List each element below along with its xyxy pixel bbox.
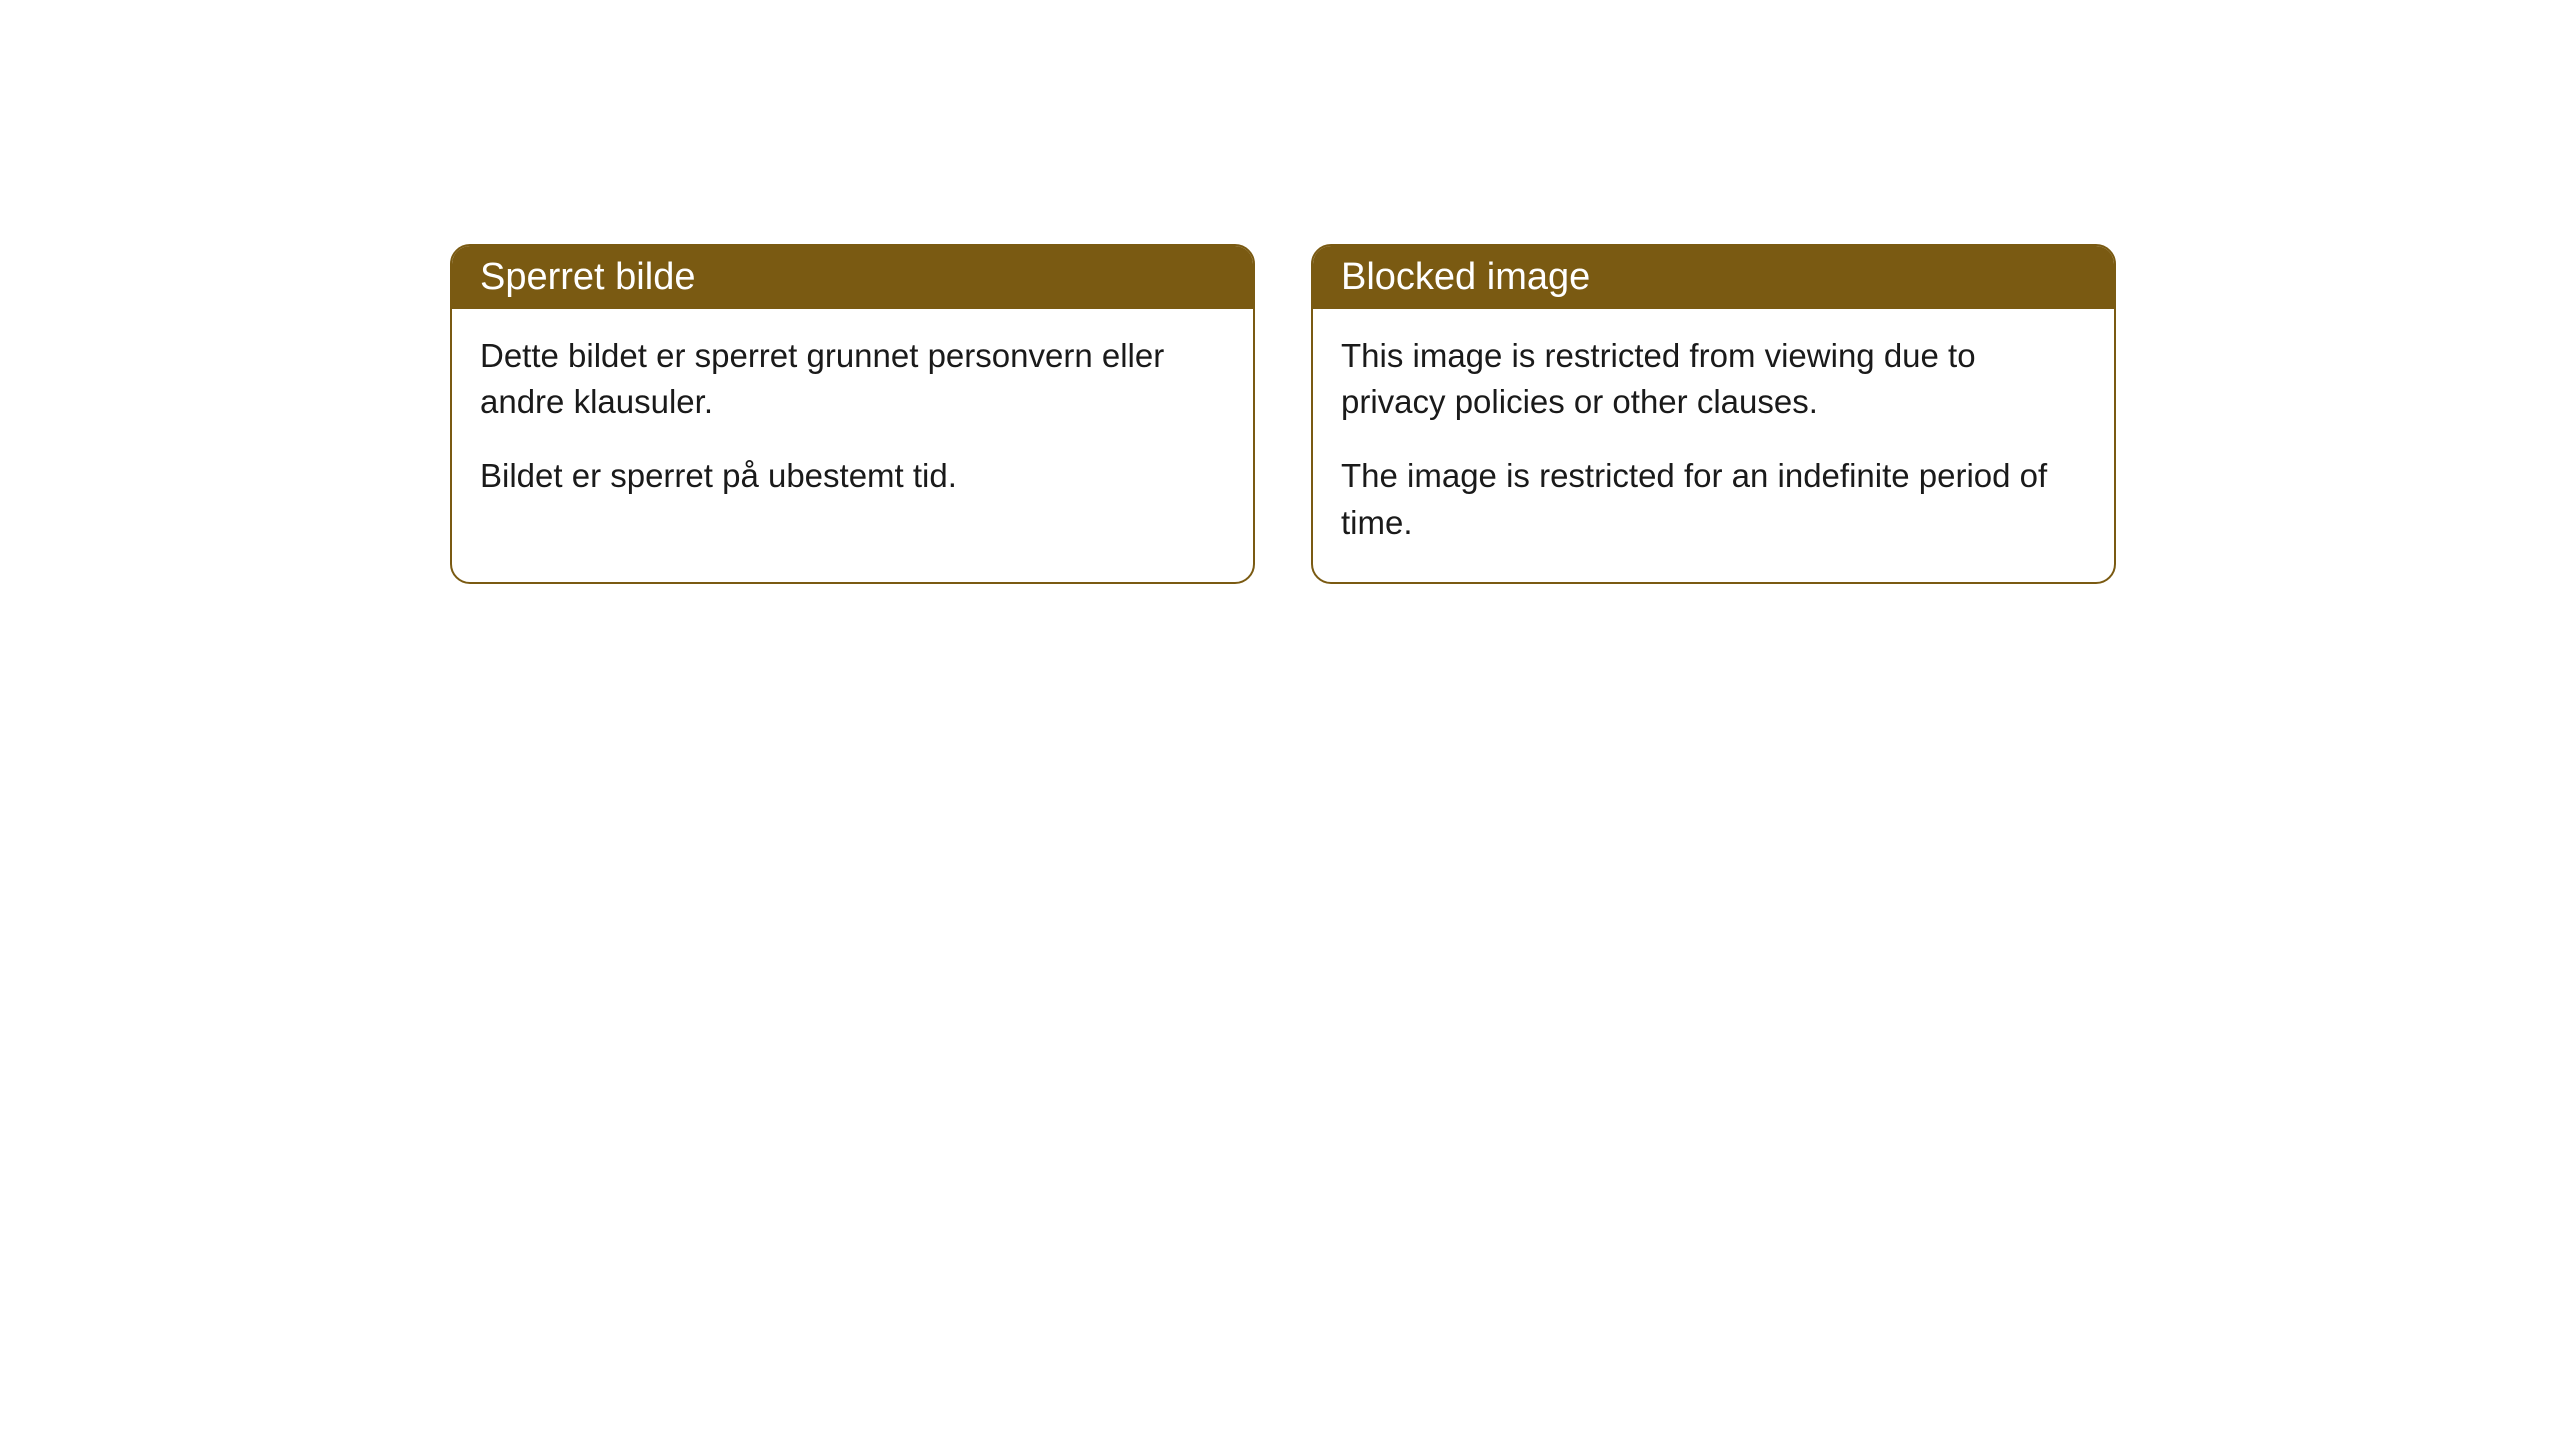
cards-container: Sperret bilde Dette bildet er sperret gr…: [0, 0, 2560, 584]
card-paragraph-2-english: The image is restricted for an indefinit…: [1341, 453, 2086, 545]
card-paragraph-1-norwegian: Dette bildet er sperret grunnet personve…: [480, 333, 1225, 425]
card-header-norwegian: Sperret bilde: [452, 246, 1253, 309]
card-paragraph-1-english: This image is restricted from viewing du…: [1341, 333, 2086, 425]
card-body-english: This image is restricted from viewing du…: [1313, 309, 2114, 582]
card-header-english: Blocked image: [1313, 246, 2114, 309]
card-paragraph-2-norwegian: Bildet er sperret på ubestemt tid.: [480, 453, 1225, 499]
card-body-norwegian: Dette bildet er sperret grunnet personve…: [452, 309, 1253, 536]
blocked-image-card-norwegian: Sperret bilde Dette bildet er sperret gr…: [450, 244, 1255, 584]
blocked-image-card-english: Blocked image This image is restricted f…: [1311, 244, 2116, 584]
